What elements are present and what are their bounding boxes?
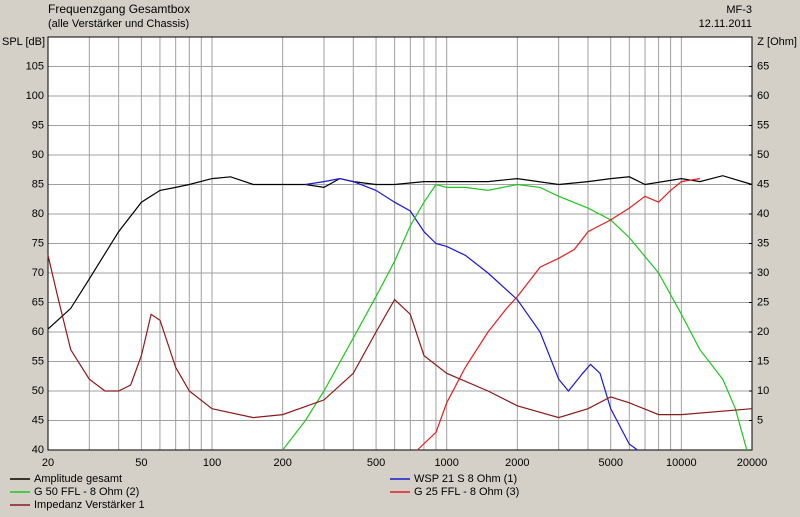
- x-tick-label: 500: [367, 457, 385, 469]
- y2-tick-label: 20: [757, 326, 769, 338]
- y2-tick-label: 15: [757, 355, 769, 367]
- x-tick-label: 2000: [505, 457, 529, 469]
- legend-label: WSP 21 S 8 Ohm (1): [414, 473, 517, 485]
- y2-tick-label: 5: [757, 414, 763, 426]
- plot-border: [47, 36, 753, 451]
- y-tick-label: 90: [32, 149, 44, 161]
- x-tick-label: 1000: [434, 457, 458, 469]
- y-tick-label: 70: [32, 267, 44, 279]
- legend-label: G 25 FFL - 8 Ohm (3): [414, 486, 519, 498]
- legend-label: Impedanz Verstärker 1: [34, 499, 145, 511]
- y-tick-label: 95: [32, 119, 44, 131]
- series-line: [305, 177, 638, 451]
- y-axis-label: SPL [dB]: [2, 36, 45, 48]
- y-tick-label: 105: [26, 60, 44, 72]
- y-tick-label: 85: [32, 178, 44, 190]
- series-line: [282, 183, 748, 451]
- y2-tick-label: 35: [757, 237, 769, 249]
- y-tick-label: 50: [32, 385, 44, 397]
- y-tick-label: 60: [32, 326, 44, 338]
- x-tick-label: 20000: [737, 457, 768, 469]
- y-tick-label: 75: [32, 237, 44, 249]
- x-tick-label: 200: [273, 457, 291, 469]
- x-tick-label: 100: [203, 457, 221, 469]
- y2-tick-label: 25: [757, 296, 769, 308]
- x-tick-label: 20: [42, 457, 54, 469]
- legend-label: G 50 FFL - 8 Ohm (2): [34, 486, 139, 498]
- y2-tick-label: 60: [757, 90, 769, 102]
- chart-title: Frequenzgang Gesamtbox: [48, 2, 190, 16]
- y2-axis-label: Z [Ohm]: [757, 36, 797, 48]
- y-tick-label: 45: [32, 414, 44, 426]
- y2-tick-label: 40: [757, 208, 769, 220]
- y2-tick-label: 50: [757, 149, 769, 161]
- y2-tick-label: 65: [757, 60, 769, 72]
- y2-tick-label: 45: [757, 178, 769, 190]
- y2-tick-label: 55: [757, 119, 769, 131]
- project-name: MF-3: [726, 4, 752, 16]
- series-line: [416, 178, 700, 451]
- y-tick-label: 55: [32, 355, 44, 367]
- x-tick-label: 5000: [598, 457, 622, 469]
- x-tick-label: 50: [135, 457, 147, 469]
- y2-tick-label: 30: [757, 267, 769, 279]
- y-tick-label: 100: [26, 90, 44, 102]
- y-tick-label: 65: [32, 296, 44, 308]
- chart-subtitle: (alle Verstärker und Chassis): [48, 18, 189, 30]
- series-line: [47, 255, 753, 419]
- x-tick-label: 10000: [666, 457, 697, 469]
- legend-label: Amplitude gesamt: [34, 473, 122, 485]
- y2-tick-label: 10: [757, 385, 769, 397]
- date: 12.11.2011: [699, 18, 752, 30]
- y-tick-label: 40: [32, 444, 44, 456]
- y-tick-label: 80: [32, 208, 44, 220]
